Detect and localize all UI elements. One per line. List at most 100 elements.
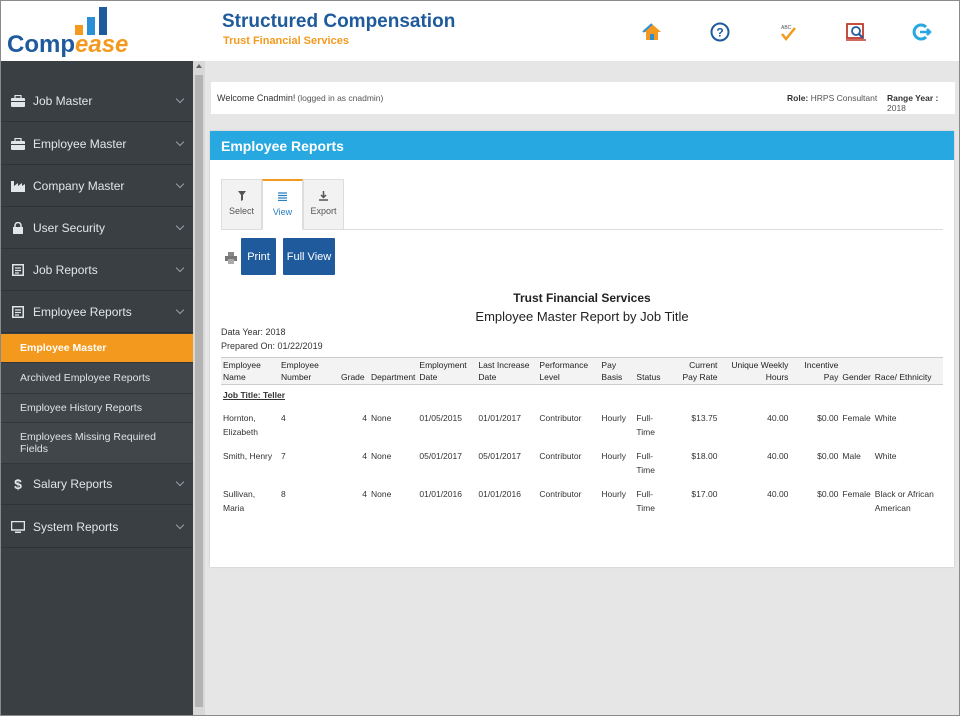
cell-performance: Contributor bbox=[539, 413, 582, 423]
welcome-bar: Welcome Cnadmin! (logged in as cnadmin) … bbox=[211, 82, 955, 114]
main-content: Welcome Cnadmin! (logged in as cnadmin) … bbox=[205, 61, 959, 715]
col-department: Department bbox=[369, 357, 418, 385]
col-current-pay-rate: Current Pay Rate bbox=[670, 357, 720, 385]
col-pay-basis: Pay Basis bbox=[599, 357, 635, 385]
report-company: Trust Financial Services bbox=[513, 291, 651, 305]
tab-view[interactable]: View bbox=[262, 179, 303, 230]
range-year-info: Range Year : 2018 bbox=[887, 93, 939, 113]
sidebar-scrollbar[interactable] bbox=[193, 61, 205, 715]
sidebar-item-employee-reports[interactable]: Employee Reports bbox=[1, 291, 193, 333]
col-employee-number: Employee Number bbox=[279, 357, 339, 385]
data-year: Data Year: 2018 bbox=[221, 327, 286, 337]
col-grade: Grade bbox=[339, 357, 369, 385]
sidebar-item-employee-master[interactable]: Employee Master bbox=[1, 123, 193, 165]
cell-department: None bbox=[371, 451, 392, 461]
subnav-employees-missing-required-fields[interactable]: Employees Missing Required Fields bbox=[1, 423, 193, 464]
report-icon bbox=[11, 305, 25, 318]
download-icon bbox=[304, 191, 343, 203]
sidebar-item-label: Salary Reports bbox=[33, 476, 113, 491]
report-tabs: Select View Export bbox=[221, 179, 943, 230]
subnav-employee-master[interactable]: Employee Master bbox=[1, 334, 193, 363]
sidebar-item-job-master[interactable]: Job Master bbox=[1, 80, 193, 122]
sidebar-item-salary-reports[interactable]: $ Salary Reports bbox=[1, 463, 193, 505]
report-search-icon[interactable] bbox=[845, 21, 867, 43]
home-icon[interactable] bbox=[641, 21, 663, 43]
cell-name: Hornton, Elizabeth bbox=[223, 413, 258, 437]
scroll-up-arrow-icon[interactable] bbox=[196, 64, 202, 68]
factory-icon bbox=[11, 180, 25, 192]
cell-weekly-hours: 40.00 bbox=[767, 489, 789, 499]
sidebar-item-label: Job Reports bbox=[33, 262, 98, 277]
cell-name: Sullivan, Maria bbox=[223, 489, 256, 513]
chevron-down-icon bbox=[175, 305, 185, 315]
lock-icon bbox=[11, 221, 25, 234]
col-race-ethnicity: Race/ Ethnicity bbox=[872, 357, 943, 385]
sidebar-item-job-reports[interactable]: Job Reports bbox=[1, 249, 193, 291]
cell-pay-basis: Hourly bbox=[601, 413, 626, 423]
chevron-down-icon bbox=[175, 263, 185, 273]
cell-last-increase: 01/01/2017 bbox=[478, 413, 521, 423]
cell-status: Full-Time bbox=[636, 489, 655, 513]
cell-pay-basis: Hourly bbox=[601, 489, 626, 499]
help-icon[interactable]: ? bbox=[709, 21, 731, 43]
subnav-label: Archived Employee Reports bbox=[20, 372, 151, 384]
report-table: Employee Name Employee Number Grade Depa… bbox=[221, 357, 943, 519]
full-view-button[interactable]: Full View bbox=[283, 238, 335, 275]
cell-name: Smith, Henry bbox=[223, 451, 273, 461]
sidebar-item-label: Employee Reports bbox=[33, 304, 132, 319]
monitor-icon bbox=[11, 520, 25, 533]
chevron-down-icon bbox=[175, 520, 185, 530]
col-unique-weekly-hours: Unique Weekly Hours bbox=[719, 357, 791, 385]
briefcase-icon bbox=[11, 94, 25, 107]
panel-title: Employee Reports bbox=[210, 131, 954, 160]
svg-text:ABC: ABC bbox=[781, 25, 792, 31]
group-label: Job Title: Teller bbox=[223, 390, 286, 400]
tab-select[interactable]: Select bbox=[221, 179, 262, 230]
col-employee-name: Employee Name bbox=[221, 357, 279, 385]
printer-icon[interactable] bbox=[225, 251, 237, 264]
header: Structured Compensation Trust Financial … bbox=[193, 1, 959, 61]
filter-icon bbox=[222, 191, 261, 203]
report-icon bbox=[11, 263, 25, 276]
cell-gender: Male bbox=[842, 451, 861, 461]
col-incentive-pay: Incentive Pay bbox=[790, 357, 841, 385]
cell-pay-rate: $18.00 bbox=[691, 451, 718, 461]
scrollbar-thumb[interactable] bbox=[195, 75, 203, 707]
cell-performance: Contributor bbox=[539, 451, 582, 461]
table-row: Sullivan, Maria 8 4 None 01/01/2016 01/0… bbox=[221, 481, 943, 519]
logo[interactable]: Compease bbox=[1, 1, 193, 61]
logo-bars-icon bbox=[69, 7, 113, 35]
sidebar-item-user-security[interactable]: User Security bbox=[1, 207, 193, 249]
sidebar-item-label: Company Master bbox=[33, 178, 125, 193]
col-last-increase-date: Last Increase Date bbox=[476, 357, 538, 385]
print-button[interactable]: Print bbox=[241, 238, 276, 275]
role-info: Role: HRPS Consultant bbox=[787, 93, 878, 103]
subnav-archived-employee-reports[interactable]: Archived Employee Reports bbox=[1, 363, 193, 394]
chevron-down-icon bbox=[175, 94, 185, 104]
cell-race: White bbox=[874, 451, 897, 461]
tab-label: Export bbox=[310, 206, 337, 216]
tab-export[interactable]: Export bbox=[303, 179, 344, 230]
svg-text:?: ? bbox=[716, 26, 723, 40]
cell-last-increase: 01/01/2016 bbox=[478, 489, 521, 499]
sidebar-item-label: User Security bbox=[33, 220, 106, 235]
report-title: Employee Master Report by Job Title bbox=[475, 309, 689, 324]
cell-race: White bbox=[874, 413, 897, 423]
cell-status: Full-Time bbox=[636, 413, 655, 437]
cell-last-increase: 05/01/2017 bbox=[478, 451, 521, 461]
cell-number: 8 bbox=[281, 489, 286, 499]
logged-in-text: (logged in as cnadmin) bbox=[297, 93, 384, 103]
cell-grade: 4 bbox=[362, 489, 367, 499]
app-title: Structured Compensation bbox=[222, 11, 456, 32]
sidebar-item-system-reports[interactable]: System Reports bbox=[1, 506, 193, 548]
sidebar-item-company-master[interactable]: Company Master bbox=[1, 165, 193, 207]
sidebar-item-label: System Reports bbox=[33, 519, 119, 534]
logout-icon[interactable] bbox=[911, 21, 933, 43]
table-row: Hornton, Elizabeth 4 4 None 01/05/2015 0… bbox=[221, 405, 943, 443]
subnav-employee-history-reports[interactable]: Employee History Reports bbox=[1, 394, 193, 423]
col-status: Status bbox=[634, 357, 671, 385]
cell-pay-rate: $13.75 bbox=[691, 413, 718, 423]
cell-grade: 4 bbox=[362, 413, 367, 423]
spellcheck-icon[interactable]: ABC bbox=[777, 21, 799, 43]
